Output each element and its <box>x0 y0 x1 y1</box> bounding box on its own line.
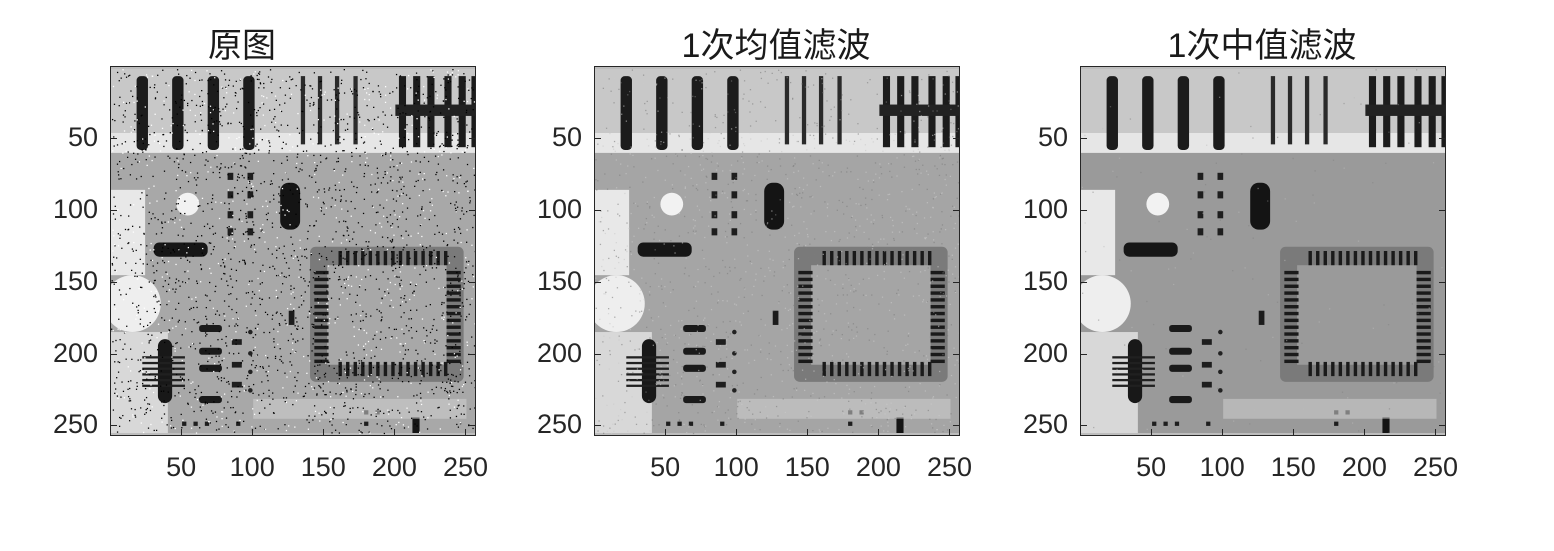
x-tick-label: 50 <box>1136 452 1167 482</box>
x-tick-mark <box>465 429 467 435</box>
y-tick-mark <box>953 137 959 139</box>
y-tick-mark <box>595 137 601 139</box>
x-tick-mark <box>394 429 396 435</box>
x-tick-label: 50 <box>166 452 197 482</box>
y-tick-label: 150 <box>536 265 582 296</box>
y-tick-mark <box>469 281 475 283</box>
image-axes <box>1080 66 1446 436</box>
y-tick-mark <box>111 425 117 427</box>
x-tick-mark <box>1435 429 1437 435</box>
y-tick-label: 250 <box>52 409 98 440</box>
y-tick-mark <box>1439 281 1445 283</box>
y-tick-mark <box>953 281 959 283</box>
y-tick-mark <box>469 425 475 427</box>
y-tick-label: 250 <box>1022 409 1068 440</box>
x-tick-label: 100 <box>229 452 275 482</box>
y-tick-mark <box>111 137 117 139</box>
y-tick-mark <box>1081 137 1087 139</box>
x-tick-mark <box>807 429 809 435</box>
x-tick-mark <box>1293 429 1295 435</box>
x-tick-mark <box>323 429 325 435</box>
x-tick-mark <box>181 429 183 435</box>
x-tick-mark <box>252 429 254 435</box>
y-tick-mark <box>1439 425 1445 427</box>
x-tick-label: 50 <box>650 452 681 482</box>
y-tick-mark <box>595 281 601 283</box>
y-tick-mark <box>1081 425 1087 427</box>
x-tick-label: 150 <box>1270 452 1316 482</box>
y-tick-label: 100 <box>52 193 98 224</box>
x-tick-label: 200 <box>371 452 417 482</box>
y-tick-mark <box>469 209 475 211</box>
y-tick-label: 250 <box>536 409 582 440</box>
y-tick-label: 200 <box>536 337 582 368</box>
panel-original: 原图 50 100 150 200 250 50 100 150 200 250 <box>30 0 510 551</box>
circuit-board-image <box>595 69 959 435</box>
x-tick-mark <box>949 429 951 435</box>
x-tick-label: 150 <box>300 452 346 482</box>
y-tick-label: 50 <box>1037 121 1068 152</box>
y-tick-mark <box>111 281 117 283</box>
image-axes <box>110 66 476 436</box>
y-tick-label: 50 <box>67 121 98 152</box>
x-tick-label: 250 <box>926 452 972 482</box>
panel-title: 1次中值滤波 <box>1167 27 1357 65</box>
y-tick-label: 150 <box>1022 265 1068 296</box>
x-tick-label: 250 <box>442 452 488 482</box>
y-tick-label: 100 <box>1022 193 1068 224</box>
y-tick-mark <box>1081 281 1087 283</box>
y-tick-mark <box>1439 353 1445 355</box>
x-tick-mark <box>665 429 667 435</box>
y-tick-label: 200 <box>1022 337 1068 368</box>
y-tick-mark <box>1439 209 1445 211</box>
circuit-board-image <box>1081 69 1445 435</box>
panel-title: 原图 <box>208 27 276 65</box>
panel-median-filter: 1次中值滤波 50 100 150 200 250 50 100 150 200 250 <box>1000 0 1480 551</box>
y-tick-label: 100 <box>536 193 582 224</box>
y-tick-mark <box>595 353 601 355</box>
x-tick-label: 200 <box>855 452 901 482</box>
y-tick-mark <box>953 353 959 355</box>
y-tick-label: 200 <box>52 337 98 368</box>
x-tick-mark <box>1151 429 1153 435</box>
x-tick-label: 100 <box>1199 452 1245 482</box>
y-tick-mark <box>469 353 475 355</box>
x-tick-label: 100 <box>713 452 759 482</box>
y-tick-mark <box>111 209 117 211</box>
x-tick-mark <box>878 429 880 435</box>
y-tick-mark <box>1081 353 1087 355</box>
panel-title: 1次均值滤波 <box>681 27 871 65</box>
x-tick-label: 150 <box>784 452 830 482</box>
y-tick-mark <box>469 137 475 139</box>
y-tick-label: 50 <box>551 121 582 152</box>
y-tick-mark <box>1081 209 1087 211</box>
image-axes <box>594 66 960 436</box>
x-tick-mark <box>1364 429 1366 435</box>
x-tick-mark <box>1222 429 1224 435</box>
y-tick-mark <box>595 209 601 211</box>
x-tick-label: 250 <box>1412 452 1458 482</box>
x-tick-mark <box>736 429 738 435</box>
circuit-board-image <box>111 69 475 435</box>
panel-mean-filter: 1次均值滤波 50 100 150 200 250 50 100 150 200 250 <box>514 0 994 551</box>
y-tick-mark <box>953 425 959 427</box>
x-tick-label: 200 <box>1341 452 1387 482</box>
y-tick-mark <box>111 353 117 355</box>
y-tick-mark <box>595 425 601 427</box>
y-tick-label: 150 <box>52 265 98 296</box>
y-tick-mark <box>953 209 959 211</box>
y-tick-mark <box>1439 137 1445 139</box>
